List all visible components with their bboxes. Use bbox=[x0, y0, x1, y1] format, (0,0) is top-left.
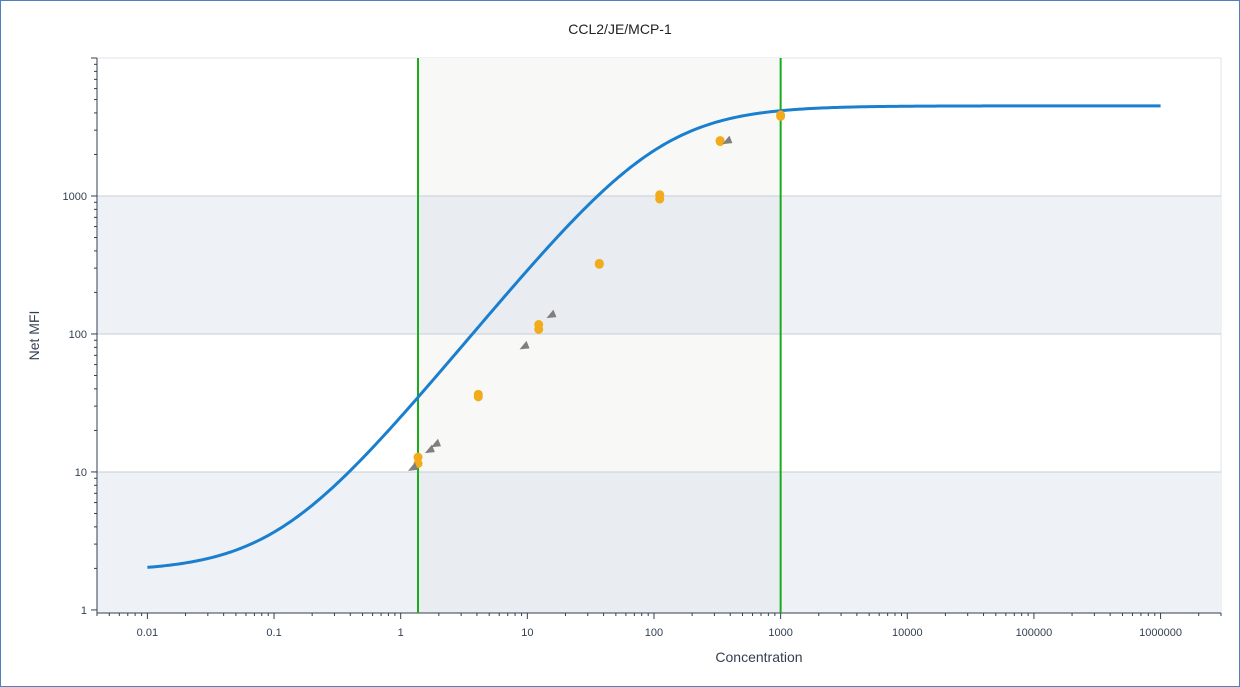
x-tick-label: 10000 bbox=[892, 627, 923, 639]
y-axis-title: Net MFI bbox=[26, 311, 42, 361]
range-band-0 bbox=[418, 471, 781, 613]
x-tick-label: 10 bbox=[521, 627, 533, 639]
data-point-triangle bbox=[519, 340, 530, 350]
x-tick-label: 0.1 bbox=[266, 627, 281, 639]
fit-curve-line bbox=[147, 104, 1161, 569]
data-point-triangle bbox=[722, 135, 733, 145]
range-band-1 bbox=[418, 333, 781, 472]
data-point-circle bbox=[715, 136, 725, 146]
x-tick-label: 1000000 bbox=[1139, 627, 1182, 639]
y-tick-label: 1 bbox=[81, 605, 87, 617]
y-tick-label: 10 bbox=[75, 467, 87, 479]
data-point-circle bbox=[413, 452, 423, 462]
x-tick-label: 100 bbox=[645, 627, 663, 639]
data-point-circle bbox=[473, 389, 483, 399]
data-point-triangle bbox=[430, 438, 441, 448]
chart-title: CCL2/JE/MCP-1 bbox=[568, 21, 672, 37]
data-point-circle bbox=[594, 258, 604, 268]
x-tick-label: 1 bbox=[398, 627, 404, 639]
y-tick-label: 1000 bbox=[63, 191, 87, 203]
data-point-triangle bbox=[407, 462, 418, 471]
data-point-circle bbox=[534, 320, 544, 330]
data-point-circle bbox=[655, 190, 665, 200]
x-axis-title: Concentration bbox=[715, 649, 802, 665]
y-tick-label: 100 bbox=[69, 329, 87, 341]
data-point-circle bbox=[776, 110, 786, 120]
x-tick-label: 0.01 bbox=[137, 627, 158, 639]
range-band-3 bbox=[418, 58, 781, 196]
x-tick-label: 1000 bbox=[768, 627, 792, 639]
data-point-triangle bbox=[546, 309, 557, 319]
x-tick-label: 100000 bbox=[1016, 627, 1053, 639]
